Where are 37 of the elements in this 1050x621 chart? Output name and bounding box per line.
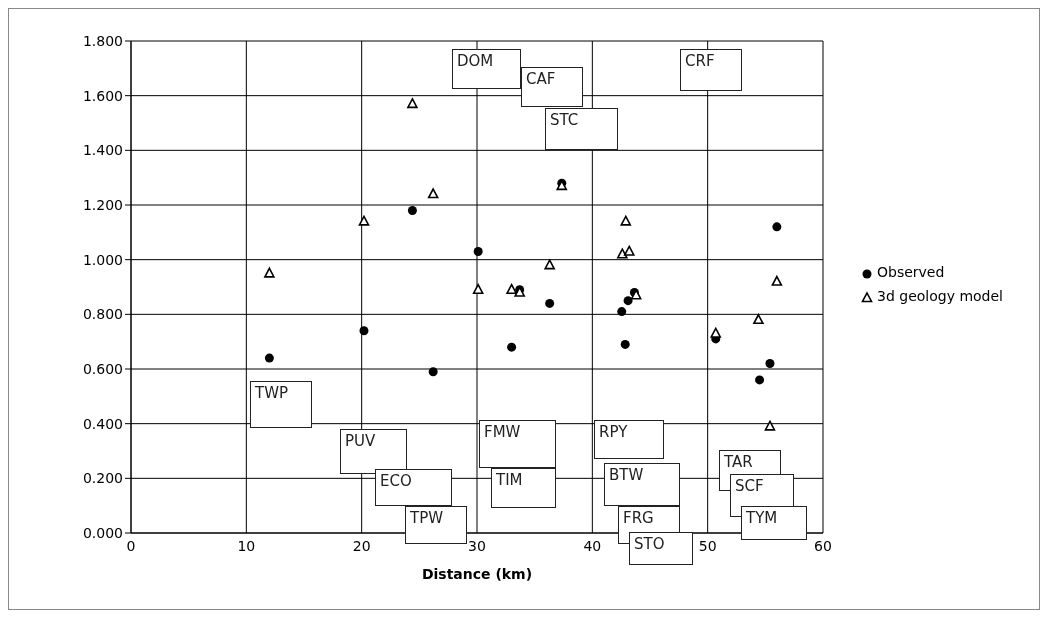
y-tick-label: 0.200 <box>82 470 123 487</box>
x-tick-label: 0 <box>126 537 136 554</box>
annotation: DOM <box>452 49 521 89</box>
annotation: TAR <box>724 453 753 471</box>
legend-label: 3d geology model <box>876 288 1003 304</box>
annotation: TIM <box>491 468 556 508</box>
annotation: BTW <box>604 463 680 506</box>
annotation: RPY <box>594 420 664 459</box>
annotation: SCF <box>735 477 764 495</box>
annotation: CRF <box>680 49 742 91</box>
annotation: TYM <box>741 506 807 540</box>
y-tick-label: 1.600 <box>82 87 123 104</box>
x-tick-label: 30 <box>468 537 486 554</box>
x-axis-title: Distance (km) <box>421 566 533 582</box>
legend-label: Observed <box>876 264 946 280</box>
annotation: FMW <box>479 420 556 468</box>
x-tick-label: 40 <box>583 537 602 554</box>
annotation: STC <box>545 108 618 150</box>
y-tick-label: 1.200 <box>82 196 123 213</box>
text: STO <box>629 532 693 565</box>
y-tick-label: 0.000 <box>82 524 123 541</box>
annotation: TPW <box>405 506 467 544</box>
y-tick-label: 1.000 <box>82 251 123 268</box>
x-tick-label: 20 <box>352 537 371 554</box>
y-tick-label: 0.800 <box>82 306 123 323</box>
x-tick-label: 50 <box>698 537 717 554</box>
annotation: TWP <box>250 381 312 428</box>
y-tick-label: 1.400 <box>82 142 123 159</box>
y-tick-label: 1.800 <box>82 32 123 49</box>
annotation: CAF <box>521 67 583 107</box>
y-tick-label: 0.600 <box>82 360 123 377</box>
annotation: FRG <box>623 509 654 527</box>
y-tick-label: 0.400 <box>82 415 123 432</box>
x-tick-label: 10 <box>237 537 256 554</box>
annotation: ECO <box>375 469 452 506</box>
x-tick-label: 60 <box>814 537 832 554</box>
annotation: PUV <box>345 432 376 450</box>
